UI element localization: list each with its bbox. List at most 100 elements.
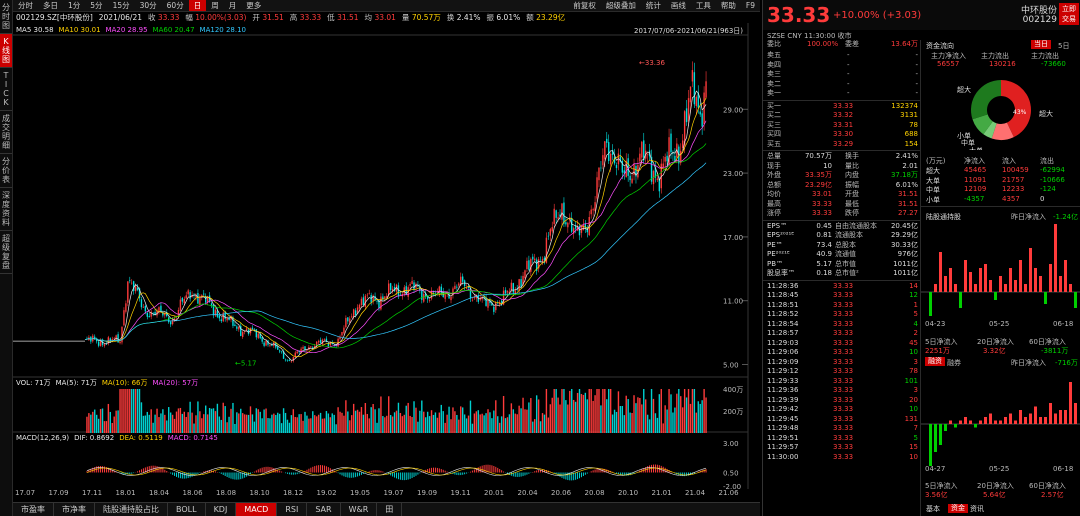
- tick-row: 11:29:39 33.33 20: [767, 395, 918, 404]
- tick-row: 11:29:57 33.33 15: [767, 443, 918, 451]
- tool-0[interactable]: 前复权: [573, 1, 596, 10]
- northbound-val: -1.24亿: [1053, 213, 1079, 221]
- indicator-tab-4[interactable]: KDJ: [206, 502, 237, 516]
- date-range-label: 2017/07/06-2021/06/21(963日): [634, 27, 744, 35]
- x-tick: 20.01: [484, 489, 505, 497]
- price-tick: 17.00: [723, 234, 743, 242]
- vol-ma10: MA(10): 66万: [101, 379, 148, 387]
- indicator-tab-3[interactable]: BOLL: [168, 502, 206, 516]
- tool-3[interactable]: 画线: [670, 1, 686, 10]
- flow-th-0: (万元): [926, 157, 946, 165]
- high-mark: ←33.36: [639, 59, 665, 67]
- info-date: 2021/06/21: [98, 13, 142, 22]
- tick-row: 11:28:36 33.33 14: [767, 281, 918, 290]
- period-tab-5[interactable]: 30分: [139, 1, 157, 10]
- indicator-tab-8[interactable]: W&R: [341, 502, 378, 516]
- ma-line-0: [84, 90, 707, 361]
- hk-foot-val-0: 2251万: [925, 347, 950, 355]
- trade-now-button[interactable]: 立即交易: [1059, 3, 1079, 25]
- kline-chart[interactable]: 29.00 23.00 17.00 11.00 5.00 ←33.36 ←5.17 400万 2…: [13, 23, 760, 503]
- tool-6[interactable]: F9: [745, 1, 755, 10]
- tool-5[interactable]: 帮助: [720, 1, 736, 10]
- right-tab-2[interactable]: 资讯: [970, 505, 984, 513]
- donut-slice: [972, 114, 993, 135]
- flow-bar: [934, 284, 937, 292]
- hk-foot-2: 60日净流入: [1029, 338, 1066, 346]
- flow-bar: [944, 276, 947, 292]
- indicator-tab-1[interactable]: 市净率: [54, 502, 95, 516]
- tool-2[interactable]: 统计: [645, 1, 661, 10]
- indicator-tab-0[interactable]: 市盈率: [13, 502, 54, 516]
- ask-row: 卖三 - -: [767, 70, 918, 78]
- flow-bar: [1029, 248, 1032, 292]
- ask-row: 卖二 - -: [767, 79, 918, 88]
- indicator-tab-6[interactable]: RSI: [277, 502, 308, 516]
- sidebar-view-6[interactable]: 超级复盘: [0, 231, 12, 274]
- margin-val: -716万: [1055, 359, 1078, 367]
- margin-short-tab[interactable]: 融券: [947, 359, 961, 367]
- x-tick: 17.11: [82, 489, 103, 497]
- flow-bar: [1069, 284, 1072, 292]
- indicator-tab-9[interactable]: 田: [377, 502, 403, 516]
- stat-row: 总额 23.29亿 振幅 6.01%: [767, 180, 918, 189]
- quote-header: 33.33 +10.00% (+3.03) 中环股份 002129 立即交易: [763, 0, 1080, 30]
- flow-td: 0: [1040, 194, 1045, 203]
- period-tab-4[interactable]: 15分: [112, 1, 130, 10]
- period-tab-10[interactable]: 更多: [246, 1, 262, 10]
- period-tab-3[interactable]: 5分: [90, 1, 103, 10]
- period-tab-2[interactable]: 1分: [68, 1, 81, 10]
- flow-bar: [1059, 276, 1062, 292]
- period-tab-6[interactable]: 60分: [166, 1, 184, 10]
- tool-1[interactable]: 超级叠加: [605, 1, 636, 10]
- donut-slice: [971, 80, 1001, 120]
- x-tick: 20.06: [551, 489, 572, 497]
- flow-bar: [939, 252, 942, 292]
- period-tab-0[interactable]: 分时: [18, 1, 33, 10]
- flow-bar: [1014, 420, 1017, 424]
- margin-financing-tab[interactable]: 融资: [925, 357, 945, 366]
- open-label: 开 31.51: [252, 13, 284, 22]
- stat-row: 现手 10 量比 2.01: [767, 161, 918, 170]
- sidebar-view-3[interactable]: 成交明细: [0, 111, 12, 154]
- tool-4[interactable]: 工具: [695, 1, 711, 10]
- stock-code-right: 002129: [1022, 15, 1057, 25]
- period-tab-1[interactable]: 多日: [43, 1, 58, 10]
- margin-foot-val-1: 5.64亿: [983, 491, 1006, 499]
- period-tab-8[interactable]: 周: [211, 1, 219, 10]
- flow-bar: [1054, 224, 1057, 292]
- hk-x-tick: 04-23: [925, 320, 946, 328]
- period-tab-7[interactable]: 日: [188, 0, 207, 11]
- volume-bars: [86, 389, 707, 433]
- flow-head-1: 主力流出: [981, 52, 1009, 60]
- indicator-tab-2[interactable]: 陆股通持股占比: [95, 502, 168, 516]
- flow-tab-5day[interactable]: 5日: [1058, 42, 1070, 50]
- flow-td: -62994: [1040, 166, 1065, 174]
- indicator-tab-7[interactable]: SAR: [307, 502, 341, 516]
- indicator-tab-5[interactable]: MACD: [236, 502, 278, 516]
- right-tab-1[interactable]: 资金: [948, 504, 968, 513]
- tick-row: 11:28:57 33.33 2: [767, 329, 918, 337]
- tick-row: 11:28:54 33.33 4: [767, 319, 918, 328]
- price-tick: 5.00: [723, 361, 739, 369]
- macd-legend: MACD(12,26,9) DIF: 0.8692 DEA: 0.5119 MA…: [13, 433, 748, 443]
- flow-bar: [989, 413, 992, 424]
- flow-td: 中单: [926, 186, 940, 194]
- sidebar-view-4[interactable]: 分价表: [0, 154, 12, 188]
- flow-tab-today[interactable]: 当日: [1031, 40, 1051, 49]
- x-axis: 17.07 17.09 17.11 18.01 18.04 18.06 18.08 18.10…: [13, 489, 748, 499]
- stock-code: 002129.SZ[中环股份]: [16, 13, 93, 22]
- macd-dea: DEA: 0.5119: [119, 434, 163, 442]
- vol-value: VOL: 71万: [16, 379, 51, 387]
- amt-label: 额 23.29亿: [526, 13, 566, 22]
- price-tick: 29.00: [723, 106, 743, 114]
- bid-row: 买四 33.30 688: [767, 130, 918, 138]
- sidebar-view-5[interactable]: 深度资料: [0, 188, 12, 231]
- sidebar-view-0[interactable]: 分时图: [0, 0, 12, 34]
- flow-bar: [979, 268, 982, 292]
- period-tab-9[interactable]: 月: [228, 1, 237, 10]
- right-tab-0[interactable]: 基本: [926, 505, 940, 513]
- donut-slice: [991, 122, 1014, 140]
